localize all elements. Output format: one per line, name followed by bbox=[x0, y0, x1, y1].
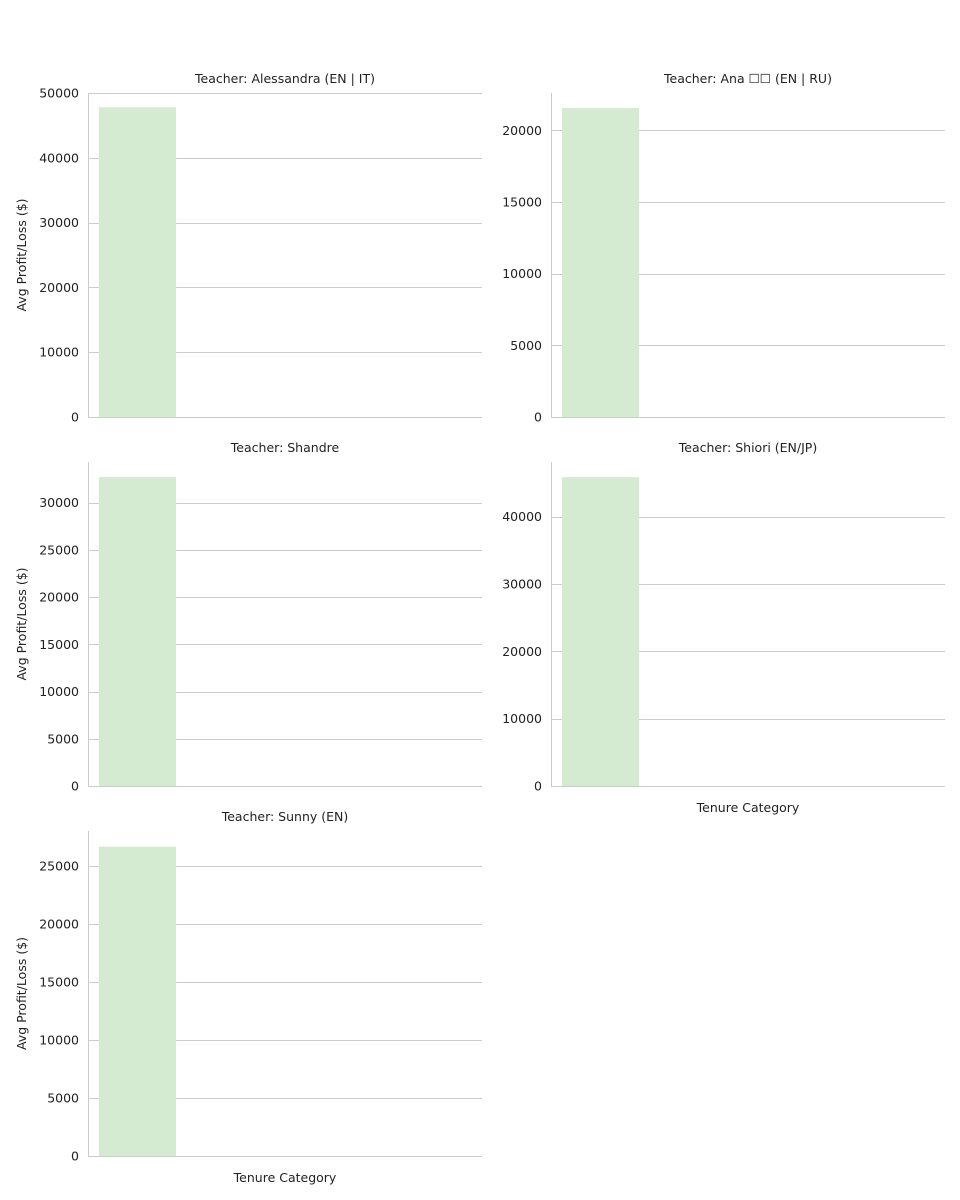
y-tick-label: 25000 bbox=[39, 542, 79, 557]
panel-title: Teacher: Ana ☐☐ (EN | RU) bbox=[663, 71, 832, 86]
y-tick-label: 0 bbox=[71, 779, 79, 794]
y-tick-label: 0 bbox=[534, 779, 542, 794]
y-tick-label: 15000 bbox=[39, 637, 79, 652]
y-tick-label: 10000 bbox=[502, 266, 542, 281]
y-tick-label: 30000 bbox=[39, 495, 79, 510]
y-tick-label: 15000 bbox=[39, 974, 79, 989]
y-tick-label: 10000 bbox=[39, 684, 79, 699]
bar-0-0 bbox=[99, 107, 176, 418]
x-axis-label: Tenure Category bbox=[696, 800, 800, 815]
panel-title: Teacher: Shandre bbox=[230, 440, 340, 455]
x-axis-label: Tenure Category bbox=[233, 1170, 337, 1185]
panel-title: Teacher: Shiori (EN/JP) bbox=[678, 440, 817, 455]
y-tick-label: 20000 bbox=[39, 590, 79, 605]
y-tick-label: 15000 bbox=[502, 194, 542, 209]
y-tick-label: 40000 bbox=[502, 509, 542, 524]
y-tick-label: 0 bbox=[71, 1149, 79, 1164]
y-tick-label: 20000 bbox=[39, 280, 79, 295]
panel-title: Teacher: Alessandra (EN | IT) bbox=[194, 71, 375, 86]
y-tick-label: 20000 bbox=[502, 123, 542, 138]
y-tick-label: 30000 bbox=[39, 215, 79, 230]
y-tick-label: 5000 bbox=[510, 338, 542, 353]
bar-3-0 bbox=[562, 477, 639, 786]
y-tick-label: 20000 bbox=[39, 916, 79, 931]
y-tick-label: 10000 bbox=[502, 711, 542, 726]
y-tick-label: 30000 bbox=[502, 576, 542, 591]
y-tick-label: 0 bbox=[71, 410, 79, 425]
y-tick-label: 0 bbox=[534, 410, 542, 425]
y-tick-label: 10000 bbox=[39, 345, 79, 360]
bar-2-0 bbox=[99, 477, 176, 786]
y-tick-label: 20000 bbox=[502, 644, 542, 659]
y-axis-label: Avg Profit/Loss ($) bbox=[14, 937, 29, 1050]
y-tick-label: 10000 bbox=[39, 1032, 79, 1047]
bar-1-0 bbox=[562, 108, 639, 417]
y-tick-label: 5000 bbox=[47, 1090, 79, 1105]
panel-title: Teacher: Sunny (EN) bbox=[221, 809, 349, 824]
y-tick-label: 50000 bbox=[39, 86, 79, 101]
y-axis-label: Avg Profit/Loss ($) bbox=[14, 198, 29, 311]
y-tick-label: 25000 bbox=[39, 858, 79, 873]
y-tick-label: 5000 bbox=[47, 731, 79, 746]
bar-4-0 bbox=[99, 846, 176, 1156]
y-axis-label: Avg Profit/Loss ($) bbox=[14, 567, 29, 680]
y-tick-label: 40000 bbox=[39, 150, 79, 165]
